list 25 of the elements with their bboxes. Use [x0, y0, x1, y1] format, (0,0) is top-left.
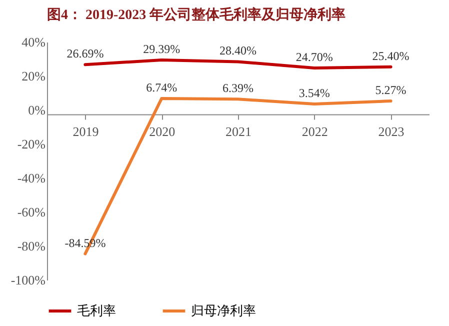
y-tick-label: -40%	[17, 170, 46, 186]
y-tick-label: 0%	[28, 102, 46, 118]
data-label: 29.39%	[143, 42, 180, 56]
x-tick-label: 2021	[226, 124, 252, 139]
data-label: 6.39%	[222, 81, 254, 96]
y-tick-label: -60%	[17, 204, 46, 220]
data-label: 3.54%	[298, 86, 330, 100]
y-tick-label: -100%	[10, 272, 46, 288]
x-tick-label: 2023	[378, 124, 404, 139]
x-tick-label: 2019	[72, 124, 99, 139]
chart-title: 图4： 2019-2023 年公司整体毛利率及归母净利率	[47, 6, 346, 23]
y-tick-label: 40%	[22, 34, 46, 50]
data-label: 5.27%	[375, 83, 406, 98]
x-tick-label: 2022	[302, 124, 328, 139]
data-label: 6.74%	[146, 80, 178, 95]
data-label: 26.69%	[66, 46, 104, 61]
data-label: 25.40%	[372, 48, 410, 63]
x-tick-label: 2020	[149, 124, 176, 139]
y-tick-label: 20%	[22, 68, 46, 84]
y-tick-label: -80%	[17, 238, 46, 254]
data-label: 28.40%	[220, 44, 256, 58]
data-label: 24.70%	[296, 50, 333, 64]
legend-label: 毛利率	[77, 303, 116, 318]
legend-label: 归母净利率	[191, 303, 256, 318]
y-tick-label: -20%	[17, 136, 46, 152]
